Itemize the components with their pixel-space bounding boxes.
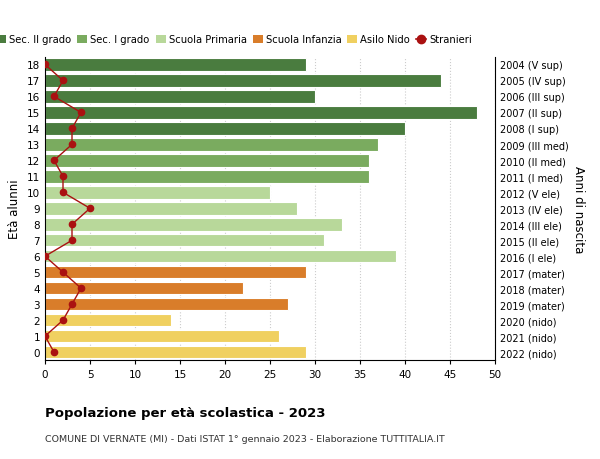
Y-axis label: Età alunni: Età alunni xyxy=(8,179,22,239)
Bar xyxy=(45,187,270,199)
Bar xyxy=(45,139,378,151)
Legend: Sec. II grado, Sec. I grado, Scuola Primaria, Scuola Infanzia, Asilo Nido, Stran: Sec. II grado, Sec. I grado, Scuola Prim… xyxy=(0,31,476,50)
Bar xyxy=(45,218,342,231)
Bar xyxy=(45,59,306,72)
Text: COMUNE DI VERNATE (MI) - Dati ISTAT 1° gennaio 2023 - Elaborazione TUTTITALIA.IT: COMUNE DI VERNATE (MI) - Dati ISTAT 1° g… xyxy=(45,434,445,443)
Text: Popolazione per età scolastica - 2023: Popolazione per età scolastica - 2023 xyxy=(45,406,325,419)
Y-axis label: Anni di nascita: Anni di nascita xyxy=(572,165,585,252)
Bar xyxy=(45,107,477,119)
Bar xyxy=(45,330,279,342)
Bar xyxy=(45,91,315,103)
Bar xyxy=(45,314,171,327)
Bar xyxy=(45,346,306,358)
Bar xyxy=(45,123,405,135)
Bar xyxy=(45,251,396,263)
Bar xyxy=(45,171,369,183)
Bar xyxy=(45,155,369,167)
Bar xyxy=(45,282,243,295)
Bar xyxy=(45,266,306,279)
Bar xyxy=(45,202,297,215)
Bar xyxy=(45,298,288,311)
Bar xyxy=(45,235,324,247)
Bar xyxy=(45,75,441,88)
